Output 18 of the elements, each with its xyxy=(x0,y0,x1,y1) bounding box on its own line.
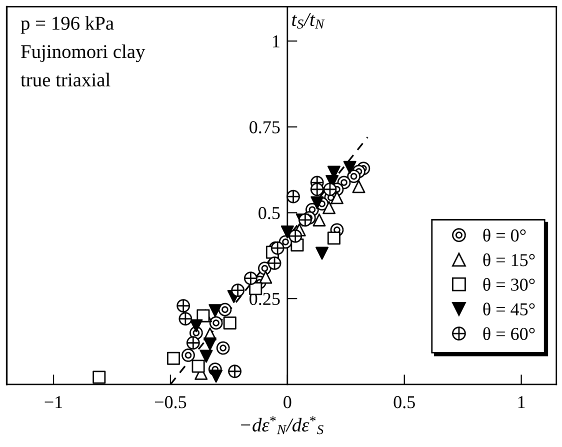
x-tick-label: 0.5 xyxy=(394,396,415,408)
y-tick-label: 1 xyxy=(273,35,280,48)
x-tick-label: 0 xyxy=(284,396,292,408)
x-tick-label: −0.5 xyxy=(154,396,186,408)
annotation: p = 196 kPa xyxy=(20,16,114,34)
legend-label: θ = 0° xyxy=(483,228,526,242)
annotation: true triaxial xyxy=(20,72,110,86)
x-tick-label: 1 xyxy=(518,396,525,408)
annotation: Fujinomori clay xyxy=(21,44,146,62)
y-axis-title: t$_{S}$/t$_{N}$ xyxy=(292,13,325,29)
legend-label: θ = 30° xyxy=(483,278,535,291)
x-axis-title: −dε$^{*}$$_{N}$/dε$^{*}$$_{S}$ xyxy=(241,416,324,434)
legend-label: θ = 15° xyxy=(483,253,535,266)
y-tick-label: 0.75 xyxy=(250,121,280,134)
y-tick-label: 0.5 xyxy=(258,206,280,220)
legend-label: θ = 60° xyxy=(483,327,535,340)
x-tick-label: −1 xyxy=(44,396,62,408)
legend-label: θ = 45° xyxy=(483,302,535,316)
